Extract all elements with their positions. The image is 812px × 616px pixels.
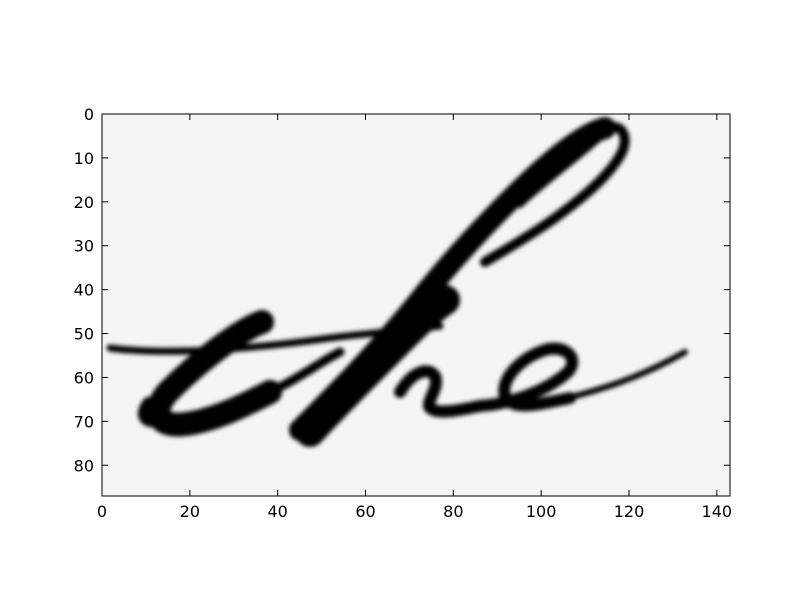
axes-frame (101, 113, 731, 497)
y-tick-label: 50 (74, 325, 94, 344)
t-connector-stroke (265, 347, 345, 397)
h-hump-stroke (394, 365, 486, 418)
y-tick-label: 80 (74, 456, 94, 475)
t-stem-stroke (146, 310, 282, 437)
x-axis: 0 20 40 60 80 100 120 140 (97, 114, 732, 521)
handwriting-the (106, 117, 688, 447)
x-tick-label: 60 (355, 502, 375, 521)
e-tail-stroke (557, 349, 688, 403)
y-axis: 0 10 20 30 40 50 60 70 80 (74, 105, 730, 475)
y-tick-label: 60 (74, 368, 94, 387)
x-tick-label: 40 (267, 502, 287, 521)
y-tick-label: 20 (74, 193, 94, 212)
x-tick-label: 120 (614, 502, 645, 521)
h-loop-inner-stroke (517, 135, 603, 208)
y-tick-label: 70 (74, 412, 94, 431)
x-tick-label: 140 (702, 502, 733, 521)
y-tick-label: 10 (74, 149, 94, 168)
h-body-stroke (295, 285, 460, 447)
y-tick-label: 0 (84, 105, 94, 124)
x-tick-label: 0 (97, 502, 107, 521)
x-tick-label: 100 (526, 502, 557, 521)
y-tick-label: 30 (74, 237, 94, 256)
e-stroke (474, 342, 579, 412)
t-tail-stroke (138, 397, 155, 427)
y-tick-label: 40 (74, 281, 94, 300)
x-tick-label: 80 (443, 502, 463, 521)
x-tick-label: 20 (180, 502, 200, 521)
h-loop-stroke (480, 121, 630, 267)
